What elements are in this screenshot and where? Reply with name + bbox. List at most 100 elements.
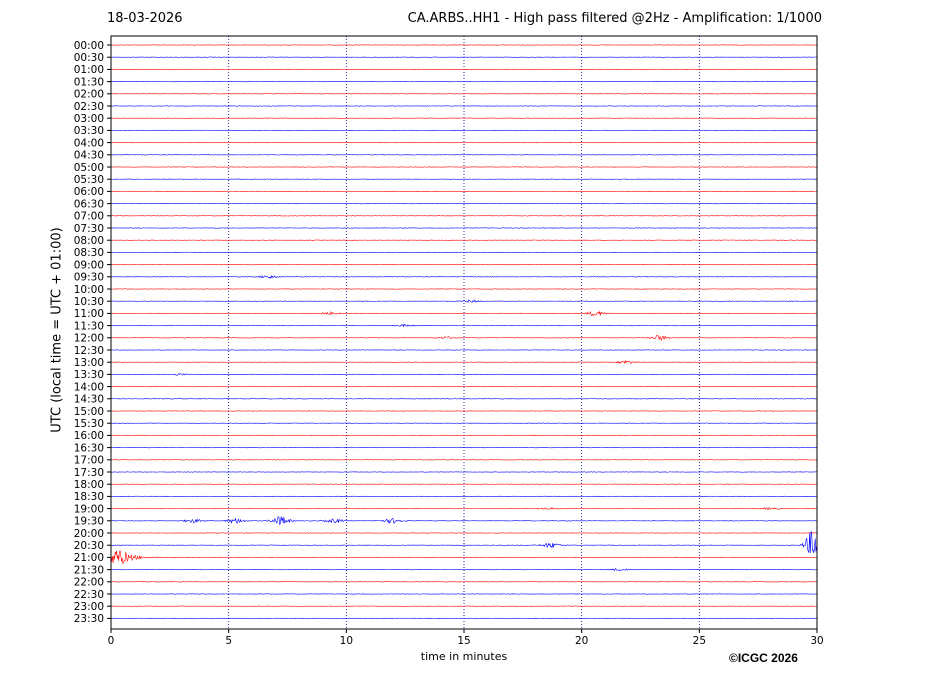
trace-1230 <box>110 349 817 351</box>
axis-layer: 00:0000:3001:0001:3002:0002:3003:0003:30… <box>74 35 824 647</box>
y-tick-label-1800: 18:00 <box>74 479 104 491</box>
y-tick-label-1200: 12:00 <box>74 333 104 345</box>
trace-0630 <box>110 203 817 205</box>
trace-2130 <box>110 567 817 572</box>
trace-0600 <box>110 190 817 192</box>
y-tick-label-1900: 19:00 <box>74 503 104 515</box>
trace-1000 <box>110 288 817 290</box>
x-tick-label-25: 25 <box>693 635 706 647</box>
y-tick-label-0500: 05:00 <box>74 162 104 174</box>
y-tick-label-0930: 09:30 <box>74 272 104 284</box>
trace-1300 <box>110 360 817 365</box>
y-tick-label-0000: 00:00 <box>74 40 104 52</box>
x-axis-label: time in minutes <box>420 650 508 663</box>
trace-0130 <box>110 81 817 83</box>
trace-1500 <box>110 410 817 412</box>
y-tick-label-2300: 23:00 <box>74 601 104 613</box>
trace-0300 <box>110 117 817 119</box>
trace-1900 <box>110 507 817 511</box>
y-tick-label-2130: 21:30 <box>74 564 104 576</box>
trace-1730 <box>110 471 817 473</box>
trace-1030 <box>110 299 817 304</box>
y-tick-label-0400: 04:00 <box>74 137 104 149</box>
trace-0030 <box>110 56 817 58</box>
x-tick-label-10: 10 <box>340 635 353 647</box>
trace-2330 <box>110 617 817 620</box>
y-tick-label-0800: 08:00 <box>74 235 104 247</box>
trace-layer <box>110 44 817 620</box>
y-tick-label-0730: 07:30 <box>74 223 104 235</box>
trace-0200 <box>110 93 817 95</box>
trace-1600 <box>110 434 817 437</box>
y-tick-label-0900: 09:00 <box>74 259 104 271</box>
trace-2000 <box>110 532 817 534</box>
x-tick-label-0: 0 <box>108 635 115 647</box>
y-tick-label-0330: 03:30 <box>74 125 104 137</box>
y-tick-label-0200: 02:00 <box>74 89 104 101</box>
y-tick-label-0230: 02:30 <box>74 101 104 113</box>
y-tick-label-1030: 10:30 <box>74 296 104 308</box>
date-label: 18-03-2026 <box>107 11 183 26</box>
trace-2230 <box>110 593 817 595</box>
y-tick-label-1730: 17:30 <box>74 467 104 479</box>
trace-1400 <box>110 385 817 388</box>
y-tick-label-2330: 23:30 <box>74 613 104 625</box>
trace-0230 <box>110 105 817 107</box>
trace-1330 <box>110 373 817 376</box>
trace-1700 <box>110 459 817 461</box>
chart-title: CA.ARBS..HH1 - High pass filtered @2Hz -… <box>407 11 822 26</box>
trace-0430 <box>110 154 817 156</box>
trace-2030 <box>110 531 817 554</box>
trace-1530 <box>110 422 817 424</box>
y-tick-label-1600: 16:00 <box>74 430 104 442</box>
trace-1200 <box>110 335 817 342</box>
x-tick-label-15: 15 <box>457 635 470 647</box>
trace-0930 <box>110 274 817 280</box>
copyright-label: ©ICGC 2026 <box>729 651 798 665</box>
trace-0400 <box>110 142 817 144</box>
y-tick-label-1430: 14:30 <box>74 394 104 406</box>
trace-1100 <box>110 310 817 317</box>
trace-1130 <box>110 323 817 328</box>
trace-0330 <box>110 129 817 132</box>
trace-1930 <box>110 516 817 526</box>
y-tick-label-0600: 06:00 <box>74 186 104 198</box>
trace-0800 <box>110 239 817 241</box>
y-tick-label-2230: 22:30 <box>74 589 104 601</box>
y-tick-label-0300: 03:00 <box>74 113 104 125</box>
y-tick-label-1830: 18:30 <box>74 491 104 503</box>
y-tick-label-1500: 15:00 <box>74 406 104 418</box>
y-tick-label-0530: 05:30 <box>74 174 104 186</box>
trace-1430 <box>110 398 817 400</box>
trace-2100 <box>110 550 817 565</box>
trace-0530 <box>110 178 817 180</box>
y-tick-label-1000: 10:00 <box>74 284 104 296</box>
x-tick-label-5: 5 <box>225 635 232 647</box>
y-tick-label-0030: 00:30 <box>74 52 104 64</box>
y-tick-label-2030: 20:30 <box>74 540 104 552</box>
grid-layer <box>228 36 700 629</box>
trace-1830 <box>110 495 817 498</box>
y-tick-label-1700: 17:00 <box>74 455 104 467</box>
y-tick-label-1130: 11:30 <box>74 320 104 332</box>
y-tick-label-0830: 08:30 <box>74 247 104 259</box>
trace-0900 <box>110 263 817 266</box>
y-tick-label-1400: 14:00 <box>74 381 104 393</box>
y-tick-label-1330: 13:30 <box>74 369 104 381</box>
x-tick-label-20: 20 <box>575 635 588 647</box>
trace-0500 <box>110 166 817 168</box>
y-tick-label-0700: 07:00 <box>74 211 104 223</box>
y-tick-label-2200: 22:00 <box>74 577 104 589</box>
x-tick-label-30: 30 <box>810 635 823 647</box>
y-tick-label-0100: 01:00 <box>74 64 104 76</box>
trace-0830 <box>110 251 817 253</box>
y-tick-label-1300: 13:00 <box>74 357 104 369</box>
trace-0000 <box>110 44 817 46</box>
trace-0700 <box>110 215 817 217</box>
y-tick-label-1100: 11:00 <box>74 308 104 320</box>
y-tick-label-1530: 15:30 <box>74 418 104 430</box>
trace-0100 <box>110 68 817 71</box>
y-tick-label-1930: 19:30 <box>74 516 104 528</box>
trace-2200 <box>110 581 817 583</box>
trace-0730 <box>110 227 817 229</box>
